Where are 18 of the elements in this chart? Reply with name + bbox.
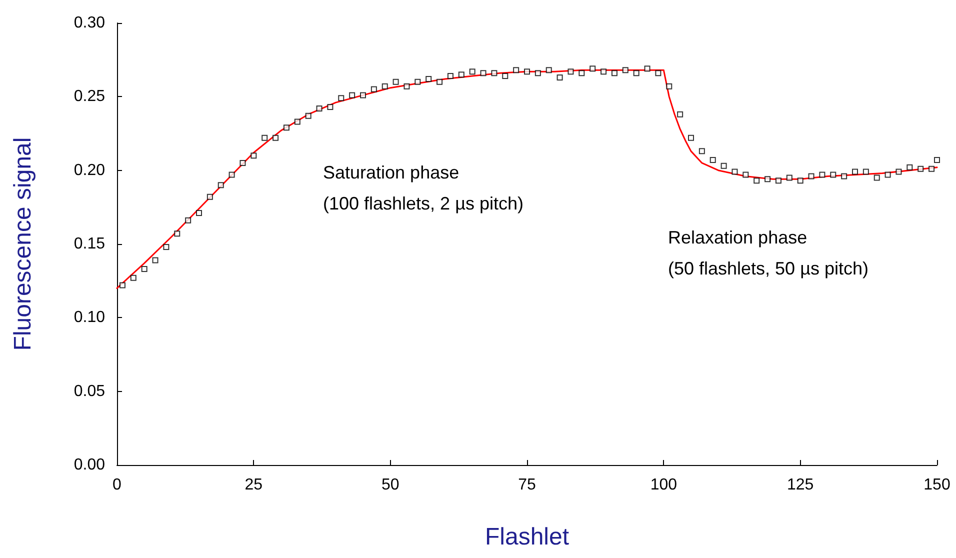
y-tick-label: 0.00 [74, 456, 106, 474]
y-tick-label: 0.10 [74, 309, 106, 326]
x-tick-label: 125 [786, 476, 814, 494]
y-tick-label: 0.05 [74, 382, 106, 400]
x-tick-label: 150 [924, 476, 950, 494]
annotation: Saturation phase (100 flashlets, 2 µs pitch) [323, 162, 524, 214]
annotation: Relaxation phase (50 flashlets, 50 µs pitch) [668, 228, 868, 278]
y-tick-label: 0.30 [74, 14, 106, 32]
x-tick-label: 50 [381, 476, 400, 494]
y-tick-label: 0.25 [74, 88, 106, 106]
x-tick-label: 25 [244, 476, 263, 494]
y-tick-label: 0.20 [74, 162, 106, 179]
x-tick-label: 100 [650, 476, 678, 494]
x-tick-label: 0 [112, 476, 122, 494]
x-axis-title: Flashlet [484, 524, 570, 550]
y-tick-label: 0.15 [74, 236, 106, 252]
y-axis-title: Fluorescence signal [10, 137, 36, 351]
x-tick-label: 75 [518, 476, 536, 494]
